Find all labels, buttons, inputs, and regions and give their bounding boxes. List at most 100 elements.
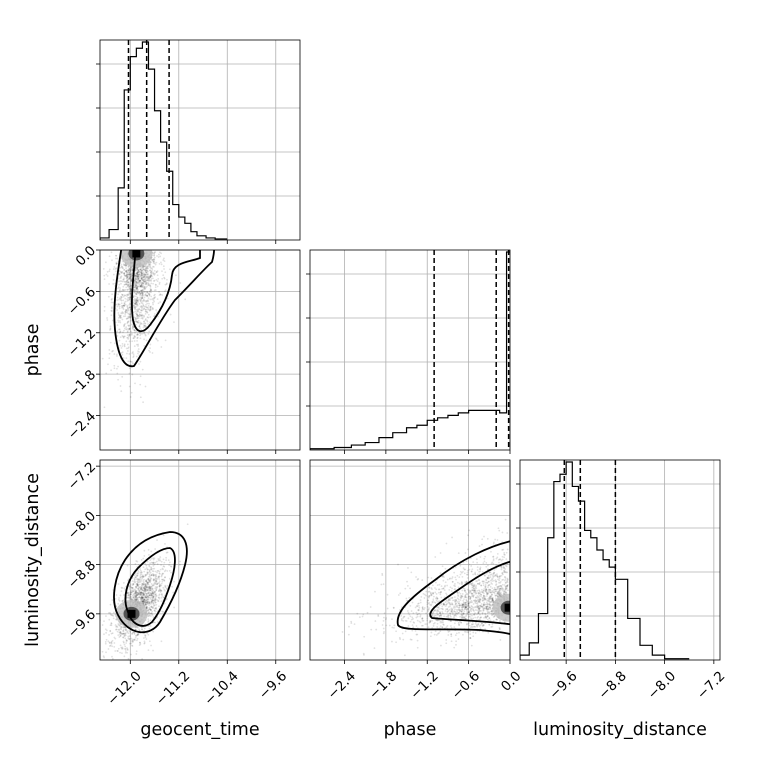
scatter-point	[423, 597, 426, 599]
scatter-point	[111, 297, 113, 300]
scatter-point	[152, 272, 155, 275]
scatter-point	[128, 340, 131, 343]
scatter-point	[134, 598, 137, 601]
scatter-point	[487, 577, 489, 580]
scatter-point	[129, 266, 132, 269]
scatter-point	[445, 615, 448, 618]
scatter-point	[438, 588, 441, 591]
scatter-point	[149, 308, 152, 311]
scatter-point	[441, 619, 444, 622]
scatter-point	[141, 300, 144, 303]
scatter-point	[115, 605, 118, 608]
scatter-point	[483, 601, 486, 604]
scatter-point	[144, 293, 147, 295]
scatter-point	[433, 621, 436, 624]
scatter-point	[485, 603, 488, 606]
scatter-point	[158, 593, 161, 596]
scatter-point	[152, 596, 154, 599]
scatter-point	[154, 283, 157, 286]
scatter-point	[117, 277, 120, 280]
scatter-point	[137, 314, 139, 317]
contour-phase-vs-luminosity_distance-86.5%	[429, 560, 510, 626]
scatter-point	[135, 320, 138, 323]
scatter-point	[159, 589, 162, 592]
scatter-point	[135, 634, 138, 637]
scatter-point	[486, 615, 489, 617]
scatter-point	[140, 591, 143, 594]
scatter-point	[485, 572, 488, 575]
scatter-point	[451, 536, 453, 539]
scatter-point	[133, 596, 135, 599]
scatter-point	[465, 560, 468, 563]
scatter-point	[464, 603, 467, 606]
scatter-point	[143, 308, 146, 310]
scatter-point	[158, 580, 161, 583]
scatter-point	[158, 589, 161, 591]
scatter-point	[461, 615, 463, 617]
scatter-point	[472, 623, 475, 626]
scatter-point	[152, 594, 155, 597]
scatter-point	[118, 307, 121, 310]
scatter-point	[136, 313, 138, 316]
scatter-point	[136, 594, 139, 597]
scatter-point	[159, 585, 161, 588]
scatter-point	[395, 641, 397, 644]
scatter-point	[465, 581, 468, 584]
scatter-point	[495, 564, 498, 566]
scatter-point	[160, 261, 162, 264]
scatter-point	[490, 573, 493, 576]
scatter-point	[125, 264, 128, 267]
scatter-point	[481, 625, 484, 627]
xlabel-luminosity-distance: luminosity_distance	[533, 720, 707, 740]
scatter-point	[435, 593, 438, 595]
scatter-point	[370, 628, 373, 631]
scatter-point	[136, 578, 139, 581]
scatter-point	[150, 599, 153, 602]
scatter-point	[504, 564, 507, 567]
scatter-point	[124, 323, 126, 325]
scatter-point	[445, 639, 448, 641]
scatter-point	[139, 274, 142, 277]
scatter-point	[454, 614, 457, 616]
scatter-point	[131, 327, 134, 330]
scatter-point	[141, 628, 143, 631]
scatter-point	[121, 318, 124, 321]
scatter-point	[150, 577, 153, 580]
scatter-point	[127, 296, 129, 299]
scatter-point	[131, 590, 134, 593]
scatter-point	[148, 308, 151, 311]
scatter-point	[144, 601, 147, 604]
scatter-point	[109, 645, 111, 647]
scatter-point	[131, 361, 133, 363]
scatter-point	[146, 275, 148, 278]
scatter-point	[142, 271, 145, 274]
scatter-point	[134, 596, 137, 599]
scatter-point	[490, 626, 493, 628]
scatter-point	[119, 295, 122, 298]
scatter-point	[145, 579, 147, 582]
scatter-point	[399, 638, 402, 640]
scatter-point	[476, 625, 479, 628]
scatter-point	[410, 618, 413, 621]
scatter-point	[153, 265, 155, 268]
scatter-point	[137, 352, 139, 355]
scatter-point	[162, 274, 165, 277]
scatter-point	[431, 619, 433, 622]
scatter-point	[117, 286, 120, 289]
scatter-point	[134, 382, 136, 385]
scatter-point	[131, 580, 134, 583]
scatter-point	[156, 583, 159, 586]
scatter-point	[140, 272, 143, 275]
scatter-point	[135, 639, 138, 642]
scatter-point	[454, 585, 457, 588]
scatter-point	[449, 586, 452, 589]
scatter-point	[163, 276, 166, 279]
scatter-point	[116, 330, 119, 333]
scatter-point	[451, 608, 454, 611]
scatter-point	[134, 278, 137, 281]
scatter-point	[152, 562, 155, 564]
scatter-point	[134, 303, 137, 305]
scatter-point	[135, 301, 138, 304]
scatter-point	[421, 579, 424, 581]
scatter-point	[485, 565, 488, 568]
